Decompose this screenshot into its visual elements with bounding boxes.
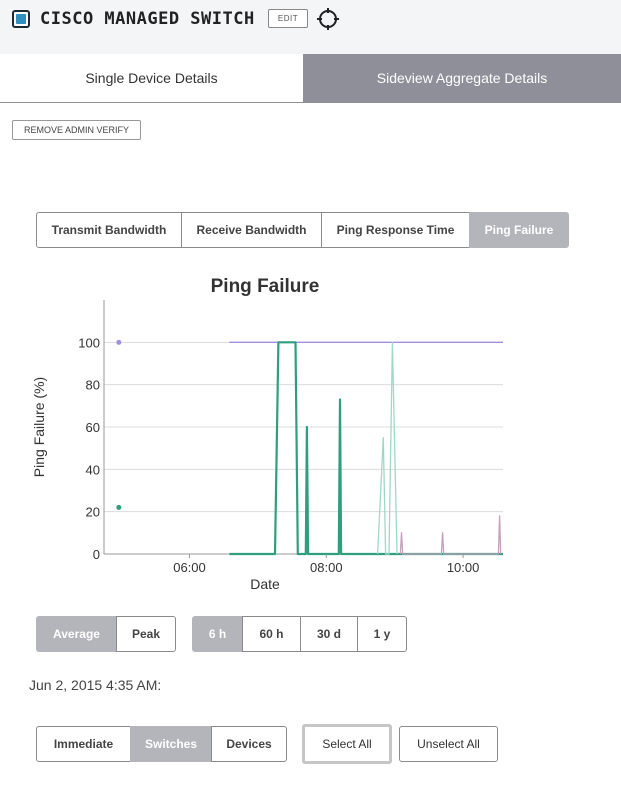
y-tick-label: 100: [78, 335, 100, 350]
x-tick-label: 08:00: [310, 560, 343, 575]
series-4-line: [376, 341, 398, 555]
tab-ping-response-time[interactable]: Ping Response Time: [321, 212, 470, 248]
range-tabs: 6 h 60 h 30 d 1 y: [192, 616, 407, 652]
x-tick-label: 06:00: [173, 560, 206, 575]
details-tabbar: Single Device Details Sideview Aggregate…: [0, 54, 621, 103]
tab-range-6h[interactable]: 6 h: [192, 616, 243, 652]
chart-grid: [104, 341, 503, 513]
device-title: CISCO MANAGED SWITCH: [40, 9, 255, 29]
y-tick-layer: 0 20 40 60 80 100: [78, 335, 100, 562]
tab-transmit-bandwidth[interactable]: Transmit Bandwidth: [36, 212, 182, 248]
x-axis-label: Date: [250, 576, 280, 592]
series-2-point: [116, 504, 122, 510]
aggregate-tabs: Average Peak: [36, 616, 176, 652]
switch-device-icon: [12, 10, 30, 28]
tab-sideview-aggregate-details[interactable]: Sideview Aggregate Details: [303, 54, 621, 102]
x-tick-label: 10:00: [447, 560, 480, 575]
header-bar: CISCO MANAGED SWITCH EDIT: [0, 0, 621, 54]
y-axis-label: Ping Failure (%): [31, 377, 47, 477]
view-tabs: Immediate Switches Devices: [36, 726, 287, 762]
y-tick-label: 80: [86, 378, 100, 393]
tab-switches[interactable]: Switches: [130, 726, 212, 762]
tab-devices[interactable]: Devices: [211, 726, 287, 762]
tab-range-1y[interactable]: 1 y: [357, 616, 407, 652]
y-tick-label: 60: [86, 420, 100, 435]
tab-range-60h[interactable]: 60 h: [242, 616, 301, 652]
tab-range-30d[interactable]: 30 d: [300, 616, 358, 652]
series-layer: [116, 339, 503, 556]
series-3-line: [229, 341, 503, 556]
select-all-button[interactable]: Select All: [302, 724, 392, 764]
metric-tabs: Transmit Bandwidth Receive Bandwidth Pin…: [36, 212, 569, 248]
tab-single-device-details[interactable]: Single Device Details: [0, 54, 303, 102]
y-tick-label: 0: [93, 547, 100, 562]
series-0-point: [116, 339, 122, 345]
tab-receive-bandwidth[interactable]: Receive Bandwidth: [181, 212, 322, 248]
selected-timestamp: Jun 2, 2015 4:35 AM:: [29, 677, 162, 693]
y-tick-label: 20: [86, 505, 100, 520]
y-tick-label: 40: [86, 462, 100, 477]
tab-peak[interactable]: Peak: [116, 616, 176, 652]
x-tick-layer: 06:00 08:00 10:00: [173, 554, 479, 575]
series-5-line: [399, 515, 502, 555]
tab-average[interactable]: Average: [36, 616, 117, 652]
unselect-all-button[interactable]: Unselect All: [399, 726, 498, 762]
tab-immediate[interactable]: Immediate: [36, 726, 131, 762]
chart-title: Ping Failure: [211, 276, 320, 297]
ping-failure-chart: 0 20 40 60 80 100 06:00 08:00 10:00 Ping Failur…: [31, 276, 503, 592]
tab-ping-failure[interactable]: Ping Failure: [469, 212, 569, 248]
crosshair-icon[interactable]: [316, 7, 340, 31]
edit-button[interactable]: EDIT: [268, 9, 308, 28]
remove-admin-verify-button[interactable]: REMOVE ADMIN VERIFY: [12, 120, 141, 140]
